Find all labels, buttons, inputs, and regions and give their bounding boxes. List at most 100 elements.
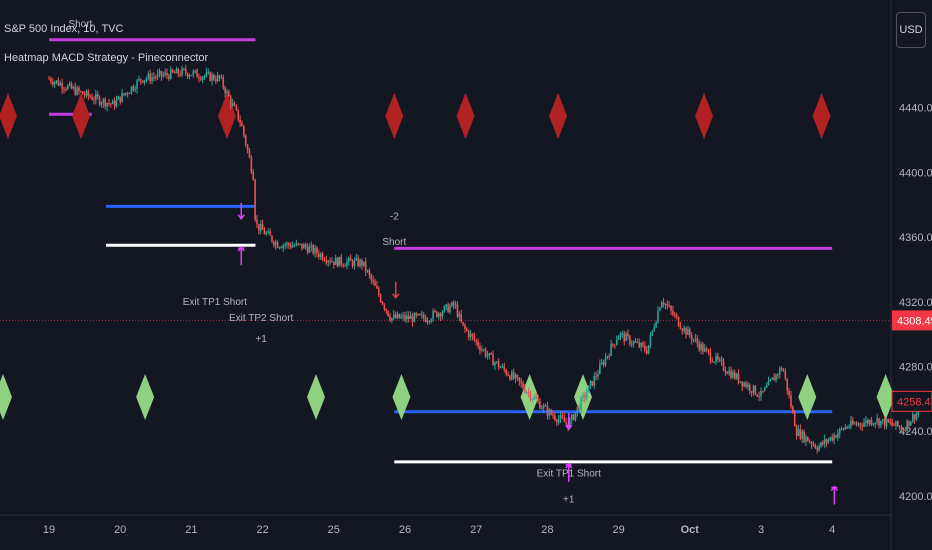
candle-body bbox=[640, 342, 642, 347]
candle-body bbox=[394, 314, 397, 318]
candle-body bbox=[578, 407, 581, 411]
candle-body bbox=[645, 350, 648, 354]
candle-body bbox=[428, 321, 431, 323]
candle-body bbox=[507, 374, 509, 376]
candle-body bbox=[276, 242, 279, 248]
candle-body bbox=[535, 396, 537, 399]
entry-arrow-icon-head bbox=[392, 293, 400, 300]
candle-body bbox=[773, 377, 775, 381]
candle-body bbox=[181, 68, 183, 76]
candle-body bbox=[462, 322, 464, 325]
time-axis-label: 25 bbox=[328, 524, 340, 536]
candle-body bbox=[754, 385, 757, 395]
candle-body bbox=[702, 344, 704, 352]
sell-signal-diamond bbox=[0, 93, 17, 139]
candle-body bbox=[760, 390, 762, 397]
candle-body bbox=[338, 256, 341, 267]
currency-button[interactable]: USD bbox=[896, 12, 926, 48]
candle-body bbox=[179, 74, 181, 76]
candle-body bbox=[904, 429, 907, 431]
candle-body bbox=[121, 93, 123, 103]
study-name-label: Heatmap MACD Strategy - Pineconnector bbox=[4, 52, 209, 64]
candle-body bbox=[454, 304, 457, 306]
candle-body bbox=[675, 315, 678, 317]
candle-body bbox=[758, 396, 760, 398]
candle-body bbox=[756, 394, 759, 397]
candle-body bbox=[119, 96, 121, 103]
candle-body bbox=[715, 355, 717, 362]
buy-signal-diamond bbox=[0, 374, 12, 420]
candle-body bbox=[80, 91, 82, 93]
candle-body bbox=[539, 400, 541, 409]
candle-body bbox=[585, 392, 588, 398]
candle-body bbox=[310, 245, 313, 247]
candle-body bbox=[591, 380, 594, 386]
candle-body bbox=[820, 442, 822, 447]
candle-body bbox=[318, 253, 320, 257]
candle-body bbox=[243, 125, 245, 136]
candle-body bbox=[366, 270, 369, 272]
candle-body bbox=[520, 381, 522, 384]
candle-body bbox=[407, 315, 410, 319]
candle-body bbox=[898, 426, 901, 428]
candle-body bbox=[258, 223, 260, 231]
candle-body bbox=[878, 418, 880, 426]
candle-body bbox=[362, 261, 365, 266]
candle-body bbox=[155, 77, 157, 79]
candle-body bbox=[623, 333, 626, 342]
candle-body bbox=[83, 94, 86, 96]
sell-signal-diamond bbox=[72, 93, 91, 139]
candle-body bbox=[261, 224, 264, 230]
candle-body bbox=[145, 78, 148, 81]
candle-body bbox=[81, 91, 84, 95]
exit-arrow-icon-head bbox=[565, 462, 573, 469]
candle-body bbox=[484, 349, 487, 357]
candle-body bbox=[323, 259, 326, 261]
candle-body bbox=[466, 328, 468, 331]
candle-body bbox=[117, 96, 120, 100]
candle-body bbox=[286, 243, 288, 245]
candle-body bbox=[340, 256, 343, 265]
candle-body bbox=[377, 288, 380, 296]
candle-body bbox=[792, 407, 794, 413]
candle-body bbox=[151, 77, 153, 81]
candle-body bbox=[413, 313, 416, 322]
candle-body bbox=[297, 243, 299, 245]
sell-signal-diamond bbox=[549, 93, 568, 139]
candle-body bbox=[863, 422, 865, 427]
candle-body bbox=[593, 375, 596, 386]
candle-body bbox=[295, 243, 298, 246]
candle-body bbox=[572, 414, 575, 421]
candle-body bbox=[895, 421, 897, 426]
candle-body bbox=[250, 157, 253, 173]
candle-body bbox=[915, 412, 918, 420]
candle-body bbox=[437, 313, 440, 317]
signal-annotation: Short bbox=[382, 237, 406, 248]
candle-body bbox=[422, 314, 425, 319]
candle-body bbox=[861, 425, 863, 427]
candle-body bbox=[319, 253, 322, 257]
candle-body bbox=[141, 80, 144, 83]
candle-body bbox=[533, 396, 536, 399]
candle-body bbox=[608, 355, 611, 357]
candle-body bbox=[278, 247, 281, 249]
candle-body bbox=[735, 373, 738, 379]
candle-body bbox=[211, 75, 213, 81]
candle-body bbox=[87, 91, 90, 97]
candle-body bbox=[392, 314, 395, 318]
candle-body bbox=[196, 70, 198, 78]
candle-body bbox=[902, 429, 905, 431]
candle-body bbox=[651, 330, 654, 335]
candle-body bbox=[550, 409, 552, 415]
candle-body bbox=[379, 295, 382, 302]
candle-body bbox=[222, 77, 225, 88]
candle-body bbox=[308, 246, 311, 253]
signal-annotation: +1 bbox=[563, 494, 575, 505]
candle-body bbox=[692, 339, 695, 341]
candle-body bbox=[752, 385, 755, 393]
candle-body bbox=[563, 417, 566, 422]
candle-body bbox=[891, 422, 893, 425]
candle-body bbox=[228, 91, 230, 97]
candle-body bbox=[158, 71, 161, 74]
